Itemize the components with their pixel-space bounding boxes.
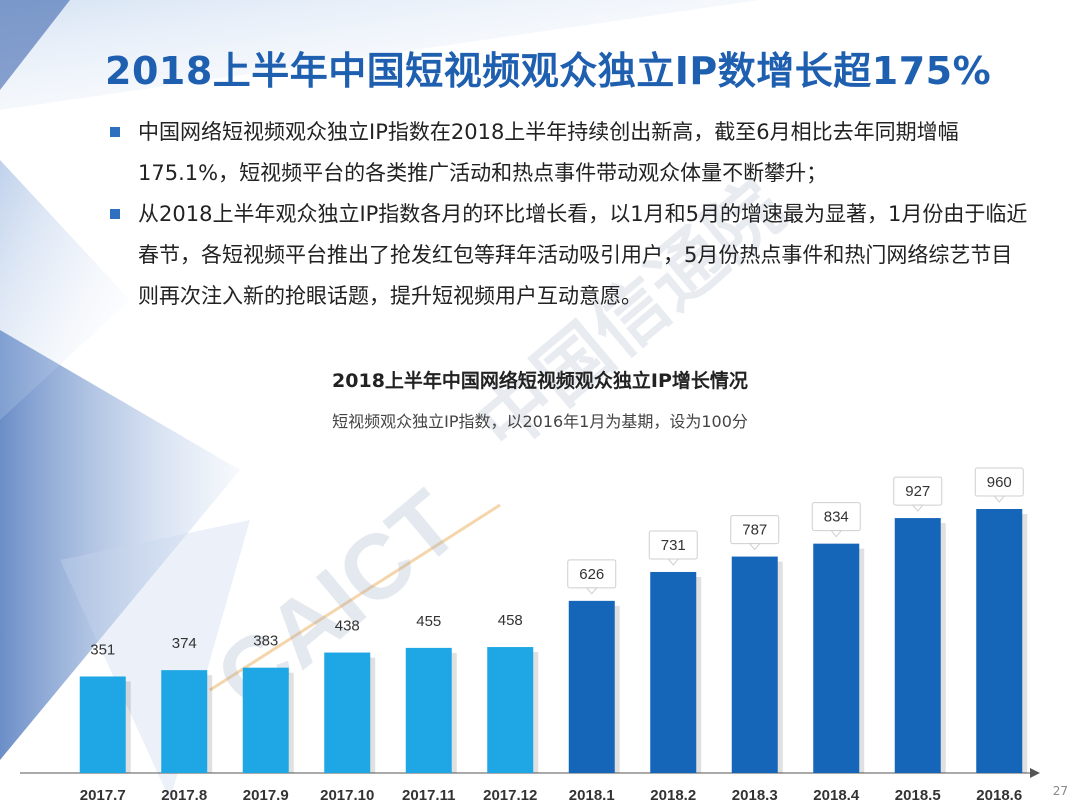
x-tick-label-2018.2: 2018.2 [650,787,696,804]
x-axis-arrow-icon [1030,768,1040,778]
data-label-2017.11: 455 [416,613,441,630]
x-tick-label-2017.8: 2017.8 [161,787,207,804]
data-label-2017.7: 351 [90,641,115,658]
square-bullet-icon [110,209,120,219]
bar-2017.9 [242,667,289,773]
bar-chart: 351 2017.7 374 2017.8 383 2017.9 438 2017.10 455… [20,467,1040,804]
x-tick-label-2017.11: 2017.11 [402,787,455,804]
bar-2018.2 [650,571,697,773]
data-label-2018.2: 731 [661,537,686,554]
callout-pointer-icon [993,495,1006,503]
bar-2018.6 [976,509,1023,773]
bullet-text: 从2018上半年观众独立IP指数各月的环比增长看，以1月和5月的增速最为显著，1… [138,202,1028,308]
x-tick-label-2017.10: 2017.10 [320,787,374,804]
data-label-2018.1: 626 [579,566,604,583]
bullet-list: 中国网络短视频观众独立IP指数在2018上半年持续创出新高，截至6月相比去年同期… [108,112,1028,317]
x-tick-label-2018.4: 2018.4 [813,787,860,804]
callout-pointer-icon [830,530,843,538]
callout-pointer-icon [585,587,598,595]
x-tick-label-2018.3: 2018.3 [732,787,778,804]
bar-2017.11 [405,647,452,773]
data-label-2017.8: 374 [172,635,197,652]
bar-2018.4 [813,543,860,773]
callout-pointer-icon [911,504,924,512]
x-tick-label-2018.6: 2018.6 [976,787,1022,804]
x-tick-label-2018.1: 2018.1 [569,787,615,804]
bullet-item: 从2018上半年观众独立IP指数各月的环比增长看，以1月和5月的增速最为显著，1… [108,194,1028,317]
data-label-2017.9: 383 [253,633,278,650]
data-label-2018.6: 960 [987,474,1012,491]
bar-2017.12 [487,647,534,773]
slide-title: 2018上半年中国短视频观众独立IP数增长超175% [105,49,992,93]
callout-pointer-icon [748,543,761,551]
page-number: 27 [1052,784,1068,798]
bar-2017.7 [79,676,126,773]
data-label-2018.4: 834 [824,509,849,526]
data-label-2017.10: 438 [335,618,360,635]
bar-2018.1 [568,600,615,773]
data-label-2018.5: 927 [905,483,930,500]
chart-subtitle: 短视频观众独立IP指数，以2016年1月为基期，设为100分 [332,412,748,431]
bar-2017.10 [324,652,371,773]
bullet-item: 中国网络短视频观众独立IP指数在2018上半年持续创出新高，截至6月相比去年同期… [108,112,1028,194]
callout-pointer-icon [667,558,680,566]
bullet-text: 中国网络短视频观众独立IP指数在2018上半年持续创出新高，截至6月相比去年同期… [138,120,959,185]
square-bullet-icon [110,127,120,137]
data-label-2018.3: 787 [742,522,767,539]
data-label-2017.12: 458 [498,612,523,629]
x-tick-label-2017.12: 2017.12 [483,787,537,804]
x-tick-label-2017.9: 2017.9 [243,787,289,804]
chart-title: 2018上半年中国网络短视频观众独立IP增长情况 [332,370,748,392]
x-tick-label-2017.7: 2017.7 [80,787,126,804]
bar-2017.8 [161,670,208,773]
bar-2018.3 [731,556,778,773]
x-tick-label-2018.5: 2018.5 [895,787,941,804]
bar-2018.5 [894,518,941,773]
